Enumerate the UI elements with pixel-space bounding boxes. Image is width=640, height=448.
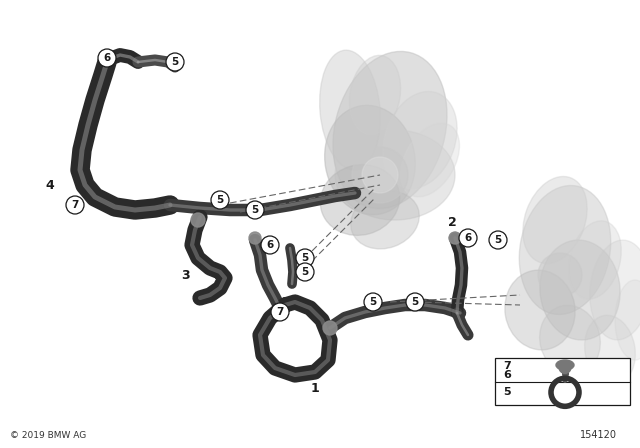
Ellipse shape — [324, 105, 415, 215]
Ellipse shape — [351, 191, 419, 249]
Ellipse shape — [615, 280, 640, 360]
Text: 5: 5 — [503, 388, 511, 397]
Circle shape — [211, 191, 229, 209]
Circle shape — [459, 229, 477, 247]
Text: 6: 6 — [104, 53, 111, 63]
Circle shape — [362, 157, 398, 193]
FancyBboxPatch shape — [495, 358, 630, 405]
Text: 3: 3 — [180, 268, 189, 281]
Ellipse shape — [569, 221, 621, 299]
Text: 6: 6 — [503, 370, 511, 380]
Text: 5: 5 — [216, 195, 223, 205]
Ellipse shape — [401, 123, 460, 197]
Text: 7: 7 — [71, 200, 79, 210]
Text: 1: 1 — [310, 382, 319, 395]
Ellipse shape — [556, 360, 574, 370]
Ellipse shape — [320, 165, 400, 235]
Circle shape — [98, 49, 116, 67]
Circle shape — [538, 253, 582, 297]
Ellipse shape — [349, 56, 401, 135]
Text: 6: 6 — [266, 240, 274, 250]
Text: 5: 5 — [412, 297, 419, 307]
Ellipse shape — [519, 185, 611, 314]
Ellipse shape — [585, 315, 636, 385]
Ellipse shape — [505, 270, 575, 350]
Circle shape — [261, 236, 279, 254]
Circle shape — [559, 362, 571, 373]
Circle shape — [166, 53, 184, 71]
Ellipse shape — [523, 177, 587, 263]
Text: 2: 2 — [447, 215, 456, 228]
Circle shape — [489, 231, 507, 249]
Text: 5: 5 — [369, 297, 376, 307]
Circle shape — [271, 303, 289, 321]
Ellipse shape — [540, 240, 620, 340]
Text: 6: 6 — [465, 233, 472, 243]
Circle shape — [449, 232, 461, 244]
Ellipse shape — [335, 130, 455, 220]
Circle shape — [66, 196, 84, 214]
Text: © 2019 BMW AG: © 2019 BMW AG — [10, 431, 86, 440]
Text: 4: 4 — [45, 178, 54, 191]
Text: 154120: 154120 — [580, 430, 617, 440]
Circle shape — [364, 293, 382, 311]
Text: 5: 5 — [252, 205, 259, 215]
Text: 7: 7 — [503, 362, 511, 371]
Circle shape — [352, 147, 408, 203]
Ellipse shape — [383, 91, 457, 189]
Circle shape — [296, 249, 314, 267]
Ellipse shape — [540, 306, 600, 375]
Ellipse shape — [590, 240, 640, 340]
Circle shape — [246, 201, 264, 219]
Text: 7: 7 — [276, 307, 284, 317]
Circle shape — [323, 321, 337, 335]
Text: 5: 5 — [301, 267, 308, 277]
Circle shape — [296, 263, 314, 281]
Ellipse shape — [333, 52, 447, 209]
Circle shape — [191, 213, 205, 227]
Circle shape — [249, 232, 261, 244]
Ellipse shape — [319, 50, 380, 170]
Text: 5: 5 — [172, 57, 179, 67]
Text: 5: 5 — [301, 253, 308, 263]
Circle shape — [406, 293, 424, 311]
Text: 5: 5 — [494, 235, 502, 245]
